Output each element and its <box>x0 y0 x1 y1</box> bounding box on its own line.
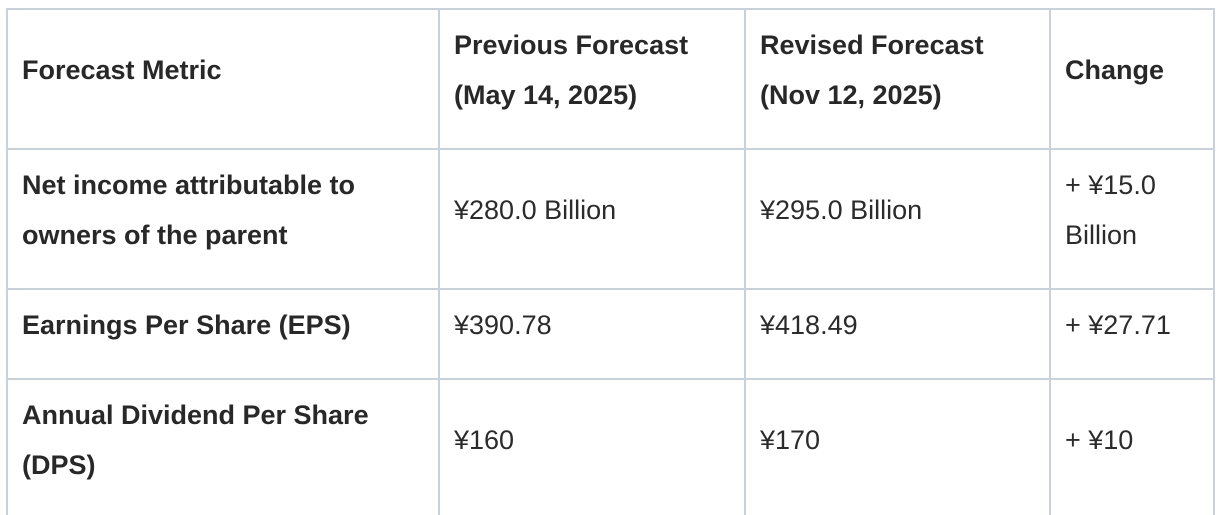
forecast-comparison-table: Forecast Metric Previous Forecast (May 1… <box>6 8 1215 515</box>
header-cell-revised-forecast: Revised Forecast (Nov 12, 2025) <box>744 8 1051 150</box>
metric-cell-eps: Earnings Per Share (EPS) <box>6 288 440 380</box>
header-cell-previous-forecast: Previous Forecast (May 14, 2025) <box>438 8 746 150</box>
change-value-dps: + ¥10 <box>1049 378 1215 515</box>
table-body: Net income attributable to owners of the… <box>6 148 1215 515</box>
previous-value-net-income: ¥280.0 Billion <box>438 148 746 290</box>
table-header: Forecast Metric Previous Forecast (May 1… <box>6 8 1215 150</box>
previous-value-eps: ¥390.78 <box>438 288 746 380</box>
revised-value-net-income: ¥295.0 Billion <box>744 148 1051 290</box>
revised-value-dps: ¥170 <box>744 378 1051 515</box>
table-row: Annual Dividend Per Share (DPS) ¥160 ¥17… <box>6 378 1215 515</box>
table-row: Earnings Per Share (EPS) ¥390.78 ¥418.49… <box>6 288 1215 380</box>
change-value-eps: + ¥27.71 <box>1049 288 1215 380</box>
revised-value-eps: ¥418.49 <box>744 288 1051 380</box>
metric-cell-dps: Annual Dividend Per Share (DPS) <box>6 378 440 515</box>
metric-cell-net-income: Net income attributable to owners of the… <box>6 148 440 290</box>
header-row: Forecast Metric Previous Forecast (May 1… <box>6 8 1215 150</box>
change-value-net-income: + ¥15.0 Billion <box>1049 148 1215 290</box>
table-row: Net income attributable to owners of the… <box>6 148 1215 290</box>
header-cell-forecast-metric: Forecast Metric <box>6 8 440 150</box>
header-cell-change: Change <box>1049 8 1215 150</box>
previous-value-dps: ¥160 <box>438 378 746 515</box>
